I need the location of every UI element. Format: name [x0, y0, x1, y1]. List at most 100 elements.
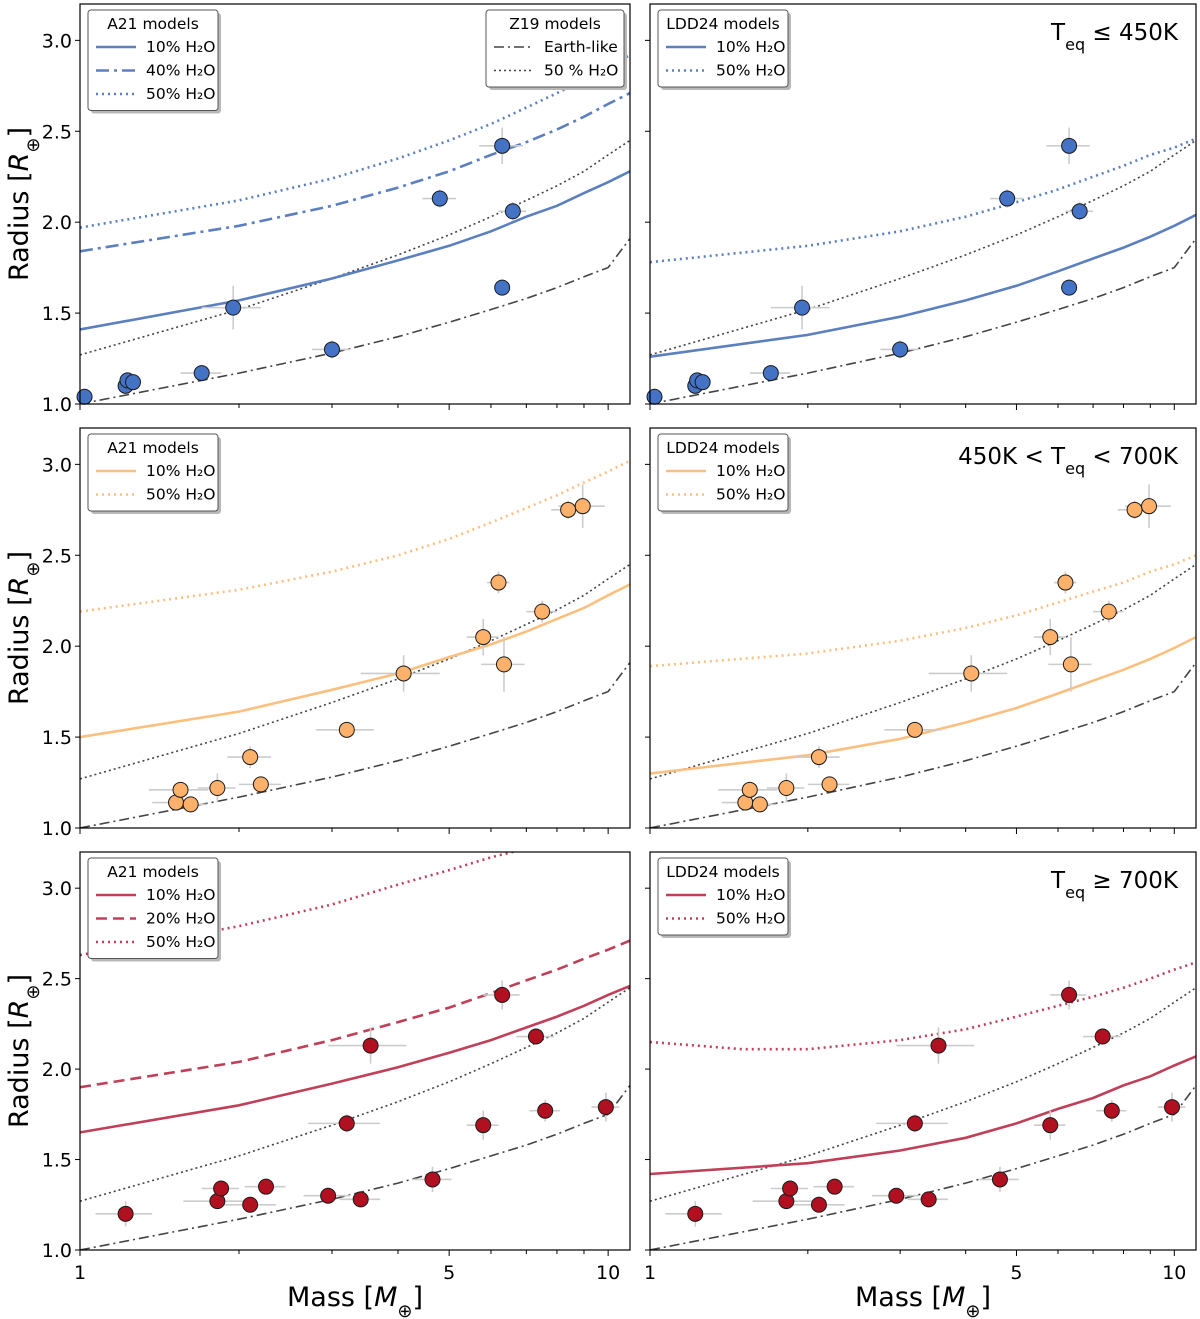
data-point [999, 190, 1016, 207]
data-point [242, 1196, 259, 1213]
ref-curve-earth-like [80, 662, 630, 828]
x-tick-label: 1 [74, 1262, 86, 1284]
x-tick-label: 5 [1010, 1262, 1022, 1284]
data-point [495, 656, 512, 673]
y-axis-label: Radius [R⊕] [4, 127, 44, 281]
legend-1: A21 models 10% H₂O 40% H₂O 50% H₂O [87, 9, 221, 114]
data-point [782, 1180, 799, 1197]
data-point [1061, 986, 1078, 1003]
data-point [1062, 656, 1079, 673]
temperature-label: Teq ≤ 450K [1050, 20, 1179, 54]
legend-entry-label: 50% H₂O [716, 486, 785, 504]
data-point [794, 299, 811, 316]
data-point [1061, 279, 1078, 296]
legend-2: Z19 models Earth-like 50 % H₂O [485, 9, 627, 90]
data-point [352, 1191, 369, 1208]
data-point [694, 374, 711, 391]
data-point [338, 721, 355, 738]
data-point [504, 203, 521, 220]
data-point [826, 1178, 843, 1195]
data-point [182, 796, 199, 813]
y-tick-label: 1.0 [42, 818, 72, 840]
x-axis-label: Mass [M⊕] [287, 1282, 423, 1319]
data-point [1042, 629, 1059, 646]
data-point [930, 1037, 947, 1054]
legend-box [87, 9, 219, 111]
data-point [892, 341, 909, 358]
data-point [778, 780, 795, 796]
y-tick-label: 2.0 [42, 1059, 72, 1081]
x-tick-label: 10 [596, 1262, 620, 1284]
data-point [76, 388, 93, 405]
legend-box [657, 857, 789, 936]
data-point [751, 796, 768, 813]
y-tick-label: 2.0 [42, 636, 72, 658]
model-curve-dashed [80, 939, 630, 1089]
data-point [574, 498, 591, 515]
y-tick-label: 3.0 [42, 878, 72, 900]
y-tick-label: 1.5 [42, 303, 72, 325]
data-point [534, 603, 551, 620]
y-tick-label: 1.0 [42, 394, 72, 416]
ref-curve-earth-like [650, 238, 1196, 404]
temperature-label: Teq ≥ 700K [1050, 868, 1179, 902]
legend-title: LDD24 models [666, 863, 780, 881]
data-point [762, 365, 779, 382]
y-axis-label: Radius [R⊕] [4, 974, 44, 1128]
data-point [225, 299, 242, 316]
legend-title: LDD24 models [666, 15, 780, 33]
model-curve-solid [80, 583, 630, 739]
data-point [1042, 1117, 1059, 1134]
legend-box [657, 433, 789, 512]
data-point [424, 1171, 441, 1188]
ref-curve-earth-like [80, 238, 630, 404]
ref-curve-50pct-h2o [80, 139, 630, 356]
panel-1-right: LDD24 models 10% H₂O 50% H₂O Teq ≤ 450K [645, 3, 1197, 410]
y-tick-label: 2.5 [42, 969, 72, 991]
data-point [906, 721, 923, 738]
data-point [242, 749, 259, 766]
legend-title: LDD24 models [666, 439, 780, 457]
x-tick-label: 1 [644, 1262, 656, 1284]
data-point [494, 137, 511, 154]
data-point [117, 1205, 134, 1222]
data-point [252, 776, 269, 793]
data-point [395, 665, 412, 682]
model-curve-solid [650, 635, 1196, 775]
y-tick-label: 1.5 [42, 1150, 72, 1172]
y-tick-label: 1.5 [42, 727, 72, 749]
ref-curve-50pct-h2o [650, 139, 1196, 356]
data-point [494, 279, 511, 296]
legend-entry-label: Earth-like [544, 38, 618, 56]
y-axis-label: Radius [R⊕] [4, 551, 44, 705]
data-point [1100, 603, 1117, 620]
data-point [490, 574, 507, 591]
data-point [527, 1028, 544, 1045]
y-tick-label: 2.5 [42, 121, 72, 143]
legend-title: A21 models [107, 863, 199, 881]
legend-title: A21 models [107, 15, 199, 33]
data-point [1164, 1099, 1181, 1116]
data-point [1094, 1028, 1111, 1045]
ref-curve-earth-like [650, 1084, 1196, 1250]
panel-frame [649, 851, 1197, 1251]
data-point [258, 1178, 275, 1195]
data-point [810, 749, 827, 766]
data-point [821, 776, 838, 793]
panel-2-right: LDD24 models 10% H₂O 50% H₂O 450K < Teq < 7… [645, 427, 1197, 834]
panel-3-left: 1.0 1.5 2.0 2.5 3.0 1 5 10 A21 models 10% H₂O 20% … [42, 851, 631, 1284]
data-point [646, 388, 663, 405]
data-point [1061, 137, 1078, 154]
model-curve-solid [650, 213, 1196, 358]
data-point [1141, 498, 1158, 515]
model-curve-dotted [650, 137, 1196, 264]
ref-curve-50pct-h2o [650, 987, 1196, 1202]
panel-3-right: 1 5 10 LDD24 models 10% H₂O 50% H₂O Teq ≥ 700K [644, 851, 1197, 1284]
panel-frame [79, 851, 631, 1251]
data-point [991, 1171, 1008, 1188]
legend-1: LDD24 models 10% H₂O 50% H₂O [657, 9, 791, 90]
panel-frame [649, 3, 1197, 405]
legend-entry-label: 40% H₂O [146, 62, 215, 80]
data-point [1071, 203, 1088, 220]
